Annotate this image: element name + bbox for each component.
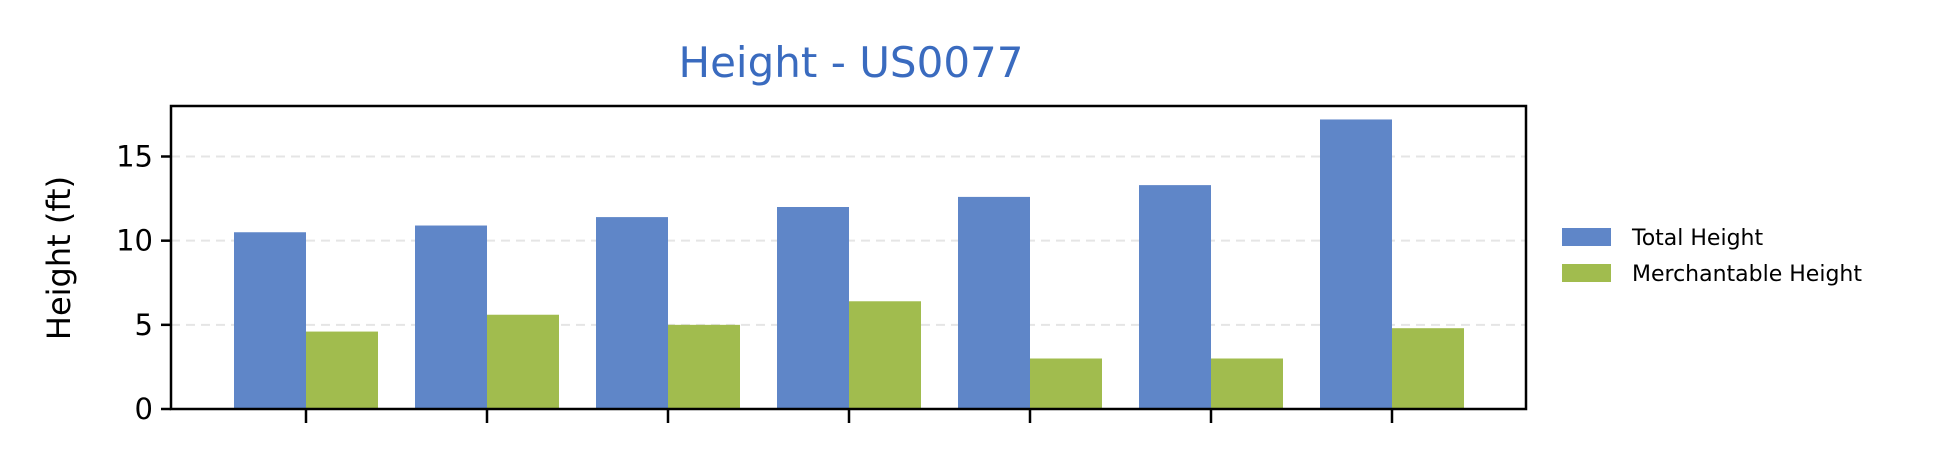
merchantable-height-bar-6 (1211, 358, 1283, 409)
merchantable-height-bar-2 (487, 314, 559, 409)
bars (234, 119, 1464, 409)
legend-swatch-2 (1562, 264, 1611, 282)
total-height-bar-6 (1139, 185, 1211, 409)
merchantable-height-bar-4 (849, 301, 921, 409)
legend: Total Height Merchantable Height (1562, 226, 1862, 287)
y-tick-label-1: 5 (135, 308, 153, 342)
y-tick-label-2: 10 (116, 224, 153, 258)
legend-label-1: Total Height (1631, 226, 1763, 251)
merchantable-height-bar-5 (1030, 358, 1102, 409)
total-height-bar-4 (777, 207, 849, 409)
total-height-bar-1 (234, 232, 306, 409)
chart-title: Height - US0077 (679, 38, 1024, 87)
y-axis-label: Height (ft) (40, 176, 78, 340)
merchantable-height-bar-1 (306, 331, 378, 409)
merchantable-height-bar-7 (1392, 328, 1464, 409)
total-height-bar-3 (596, 217, 668, 409)
total-height-bar-7 (1320, 119, 1392, 409)
y-tick-label-3: 15 (116, 140, 153, 174)
legend-label-2: Merchantable Height (1632, 262, 1862, 287)
legend-swatch-1 (1562, 228, 1611, 246)
y-tick-label-0: 0 (135, 392, 153, 426)
total-height-bar-5 (958, 196, 1030, 409)
axes: 0 5 10 15 (116, 140, 1394, 426)
total-height-bar-2 (415, 225, 487, 409)
merchantable-height-bar-3 (668, 324, 740, 409)
